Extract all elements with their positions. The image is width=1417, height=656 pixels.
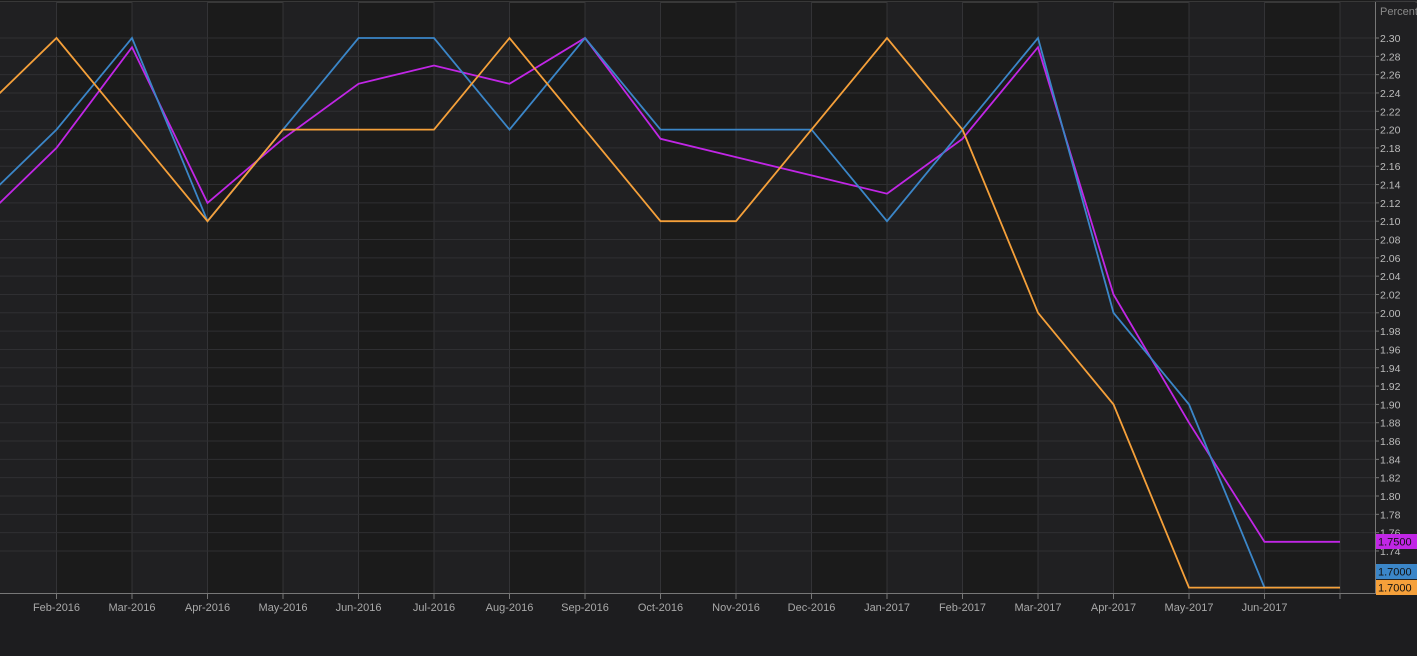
y-tick-label: 2.30 [1380,33,1401,45]
y-tick-label: 1.88 [1380,418,1401,430]
x-tick-label: Aug-2016 [486,602,534,614]
series-line-3 [0,36,1340,589]
x-tick-label: Mar-2016 [108,602,155,614]
x-tick-label: Sep-2016 [561,602,609,614]
grid-band [585,2,661,594]
grid-band [434,2,510,594]
y-tick-label: 1.94 [1380,363,1401,375]
y-tick-label: 1.90 [1380,399,1401,411]
last-value-badge [1376,534,1417,549]
last-value-labels: 1.7500 1.7000 1.7000 [1376,534,1417,595]
bottom-axis-background [0,594,1417,651]
y-tick-label: 1.84 [1380,454,1401,466]
last-value-badge [1376,564,1417,579]
y-tick-label: 2.18 [1380,143,1401,155]
x-tick-label: May-2017 [1165,602,1214,614]
grid-band [0,2,57,594]
y-tick-label: 2.04 [1380,271,1401,283]
x-tick-label: Apr-2016 [185,602,230,614]
x-tick-label: Feb-2016 [33,602,80,614]
plot-background [0,0,1375,594]
x-tick-label: Mar-2017 [1014,602,1061,614]
y-tick-label: 1.92 [1380,381,1401,393]
series-lines [0,36,1340,589]
grid-band [887,2,963,594]
y-tick-label: 2.08 [1380,235,1401,247]
y-axis: 1.741.761.781.801.821.841.861.881.901.92… [1375,33,1401,558]
grid [0,2,1416,594]
y-tick-label: 2.24 [1380,88,1401,100]
grid-band [132,2,208,594]
x-tick-label: Jan-2017 [864,602,910,614]
x-tick-label: Feb-2017 [939,602,986,614]
last-value-label: 1.7500 [1378,537,1412,549]
y-tick-label: 1.98 [1380,326,1401,338]
x-tick-label: Oct-2016 [638,602,683,614]
y-tick-label: 2.02 [1380,289,1401,301]
last-value-label: 1.7000 [1378,583,1412,595]
x-axis: 6Feb-2016Mar-2016Apr-2016May-2016Jun-201… [33,594,1341,614]
y-tick-label: 1.86 [1380,436,1401,448]
y-tick-label: 1.80 [1380,491,1401,503]
y-tick-label: 2.14 [1380,180,1401,192]
grid-band [283,2,359,594]
y-tick-label: 2.00 [1380,308,1401,320]
last-value-badge [1376,580,1417,595]
x-tick-label: Jul-2016 [413,602,455,614]
x-tick-label: May-2016 [259,602,308,614]
y-tick-label: 2.20 [1380,125,1401,137]
y-tick-label: 1.78 [1380,509,1401,521]
y-tick-label: 2.06 [1380,253,1401,265]
y-tick-label: 2.12 [1380,198,1401,210]
x-tick-label: Apr-2017 [1091,602,1136,614]
y-tick-label: 2.28 [1380,51,1401,63]
y-tick-label: 2.16 [1380,161,1401,173]
y-tick-label: 2.22 [1380,106,1401,118]
y-tick-label: 2.26 [1380,70,1401,82]
x-tick-label: Dec-2016 [788,602,836,614]
grid-band [736,2,812,594]
x-tick-label: Jun-2017 [1242,602,1288,614]
y-tick-label: 1.96 [1380,344,1401,356]
y-axis-title: Percent [1380,6,1417,18]
x-tick-label: Nov-2016 [712,602,760,614]
grid-band [1038,2,1114,594]
last-value-label: 1.7000 [1378,567,1412,579]
series-line-1 [0,36,1340,543]
y-tick-label: 1.82 [1380,473,1401,485]
y-tick-label: 2.10 [1380,216,1401,228]
grid-band [1340,2,1416,594]
x-tick-label: Jun-2016 [336,602,382,614]
grid-band [1189,2,1265,594]
